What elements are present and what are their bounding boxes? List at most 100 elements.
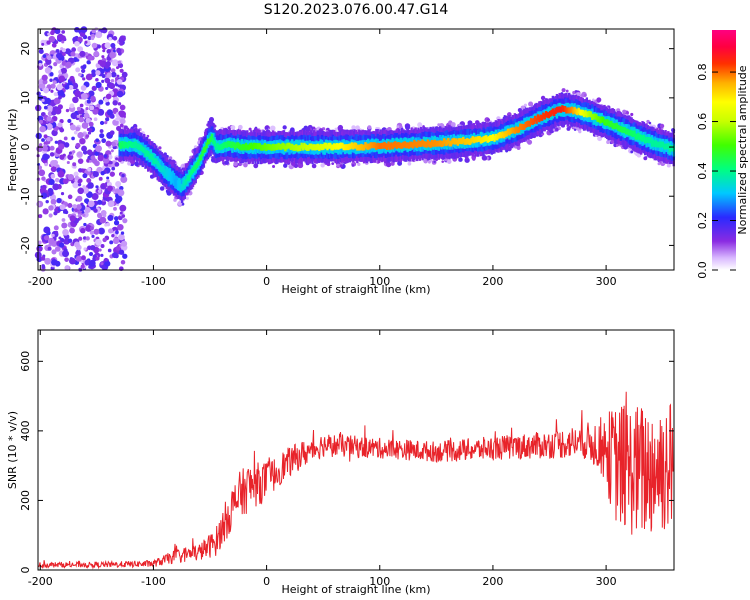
noise-point — [62, 250, 70, 258]
noise-point — [73, 165, 77, 169]
ridge-cell — [548, 110, 552, 117]
spread-point — [481, 155, 488, 161]
noise-point — [111, 59, 119, 67]
noise-point — [75, 250, 81, 256]
ridge-cell — [644, 137, 647, 144]
spread-point — [253, 163, 259, 169]
ridge-cell — [149, 153, 153, 160]
ridge-cell — [346, 144, 350, 151]
noise-point — [113, 206, 117, 211]
ridge-cell — [330, 144, 333, 151]
noise-point — [76, 204, 82, 210]
noise-point — [85, 224, 93, 232]
noise-point — [53, 211, 58, 216]
noise-point — [97, 199, 103, 205]
ridge-cell — [577, 107, 580, 114]
ridge-cell — [664, 143, 667, 150]
noise-point — [88, 259, 96, 267]
ridge-cell — [612, 123, 616, 130]
ridge-cell — [589, 111, 593, 118]
ridge-cell — [220, 143, 223, 150]
noise-point — [63, 136, 68, 141]
noise-point — [95, 256, 100, 261]
spread-point — [565, 89, 569, 93]
ridge-cell — [607, 120, 610, 127]
noise-point — [64, 265, 70, 271]
noise-point — [85, 107, 89, 111]
ridge-cell — [418, 141, 421, 147]
noise-point — [62, 153, 66, 157]
noise-point — [116, 66, 120, 70]
ridge-cell — [483, 135, 487, 142]
x-tick-label: -100 — [141, 575, 166, 588]
ridge-cell — [606, 119, 609, 126]
ridge-cell — [516, 127, 519, 134]
ridge-cell — [388, 143, 392, 150]
ridge-cell — [428, 141, 431, 148]
ridge-cell — [635, 133, 639, 140]
noise-point — [114, 188, 120, 194]
colorbar-tick-label: 0.0 — [696, 261, 709, 279]
noise-point — [91, 158, 98, 164]
ridge-cell — [653, 141, 656, 148]
noise-point — [100, 210, 107, 216]
ridge-cell — [308, 143, 312, 150]
noise-point — [99, 129, 104, 133]
spread-point — [351, 164, 355, 167]
noise-point — [121, 214, 126, 218]
noise-point — [119, 41, 124, 46]
noise-point — [72, 80, 76, 84]
noise-point — [87, 55, 93, 61]
spread-point — [237, 124, 243, 130]
noise-point — [87, 200, 95, 208]
ridge-cell — [591, 114, 594, 120]
ridge-cell — [160, 166, 163, 173]
noise-point — [51, 42, 57, 48]
ridge-cell — [519, 123, 522, 130]
spread-point — [464, 157, 470, 163]
noise-point — [38, 169, 46, 177]
spectrogram-x-label: Height of straight line (km) — [281, 283, 430, 296]
ridge-cell — [567, 107, 571, 114]
noise-point — [104, 42, 111, 49]
ridge-cell — [654, 140, 658, 147]
ridge-cell — [489, 134, 492, 141]
ridge-cell — [586, 111, 590, 118]
ridge-cell — [345, 144, 348, 151]
ridge-cell — [422, 140, 426, 147]
spectrogram-frame — [37, 28, 675, 271]
noise-point — [69, 124, 77, 131]
ridge-cell — [453, 138, 457, 145]
noise-point — [59, 119, 64, 124]
ridge-cell — [637, 132, 640, 139]
ridge-cell — [246, 144, 249, 151]
ridge-cell — [225, 141, 229, 148]
noise-point — [74, 90, 82, 98]
ridge-cell — [553, 110, 556, 117]
ridge-cell — [212, 137, 215, 144]
ridge-cell — [539, 114, 542, 121]
spread-point — [523, 103, 528, 107]
ridge-cell — [562, 106, 565, 113]
ridge-cell — [661, 141, 665, 148]
x-tick-label: 100 — [369, 275, 390, 288]
noise-point — [74, 26, 80, 33]
x-tick-label: 0 — [263, 575, 270, 588]
ridge-cell — [214, 144, 218, 150]
ridge-cell — [365, 143, 369, 150]
ridge-cell — [178, 180, 181, 187]
noise-point — [48, 243, 52, 247]
x-tick-label: 300 — [596, 275, 617, 288]
ridge-cell — [136, 143, 139, 149]
noise-point — [82, 239, 87, 243]
noise-point — [78, 168, 83, 173]
noise-point — [98, 227, 105, 235]
noise-point — [47, 32, 51, 36]
spread-point — [405, 125, 410, 131]
noise-point — [44, 257, 52, 265]
noise-point — [112, 36, 118, 41]
noise-point — [112, 237, 120, 245]
ridge-cell — [421, 139, 424, 146]
spread-point — [159, 186, 165, 191]
colorbar: 0.0 0.2 0.4 0.6 0.8 Normalized spectral ampl… — [696, 30, 749, 279]
